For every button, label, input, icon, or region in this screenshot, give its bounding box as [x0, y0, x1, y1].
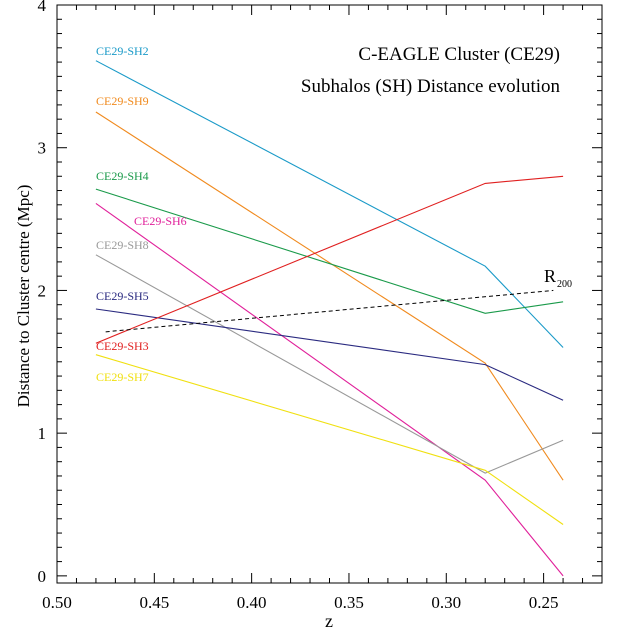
r200-label: R200: [544, 266, 572, 290]
series-line-ce29-sh5: [95, 308, 564, 401]
axis-tick-labels: 0.50 0.45 0.40 0.35 0.30 0.25 0 1 2 3 4: [38, 0, 559, 612]
series-label-ce29-sh6: CE29-SH6: [134, 214, 187, 228]
series-lines: [95, 60, 564, 577]
series-label-ce29-sh5: CE29-SH5: [96, 289, 149, 303]
y-tick-label: 2: [38, 281, 47, 300]
x-tick-label: 0.35: [334, 593, 364, 612]
series-line-ce29-sh4: [95, 188, 564, 314]
r200-dashed-line: [105, 289, 554, 333]
series-label-ce29-sh2: CE29-SH2: [96, 44, 149, 58]
r200-label-sub: 200: [557, 279, 572, 290]
series-line-ce29-sh6: [95, 202, 564, 577]
chart-subtitle: Subhalos (SH) Distance evolution: [301, 76, 561, 97]
x-tick-label: 0.50: [42, 593, 72, 612]
x-tick-label: 0.30: [431, 593, 461, 612]
series-label-ce29-sh9: CE29-SH9: [96, 94, 149, 108]
series-labels: CE29-SH2 CE29-SH9 CE29-SH4 CE29-SH6 CE29-SH8…: [96, 44, 187, 384]
series-line-ce29-sh2: [95, 60, 564, 348]
x-tick-label: 0.25: [529, 593, 559, 612]
axis-ticks: [56, 4, 603, 583]
r200-label-main: R: [544, 266, 556, 286]
y-tick-label: 4: [38, 0, 47, 15]
x-tick-label: 0.40: [237, 593, 267, 612]
chart-title: C-EAGLE Cluster (CE29): [358, 44, 560, 65]
series-line-ce29-sh8: [95, 254, 564, 474]
series-label-ce29-sh4: CE29-SH4: [96, 169, 149, 183]
series-line-ce29-sh9: [95, 111, 564, 481]
y-axis-label: Distance to Cluster centre (Mpc): [14, 185, 33, 408]
x-tick-label: 0.45: [139, 593, 169, 612]
series-label-ce29-sh8: CE29-SH8: [96, 238, 149, 252]
y-tick-label: 1: [38, 424, 47, 443]
series-line-ce29-sh7: [95, 354, 564, 525]
series-line-ce29-sh3: [95, 175, 564, 344]
series-label-ce29-sh7: CE29-SH7: [96, 370, 149, 384]
y-tick-label: 3: [38, 139, 47, 158]
x-axis-label: z: [325, 611, 333, 631]
y-tick-label: 0: [38, 567, 47, 586]
series-label-ce29-sh3: CE29-SH3: [96, 339, 149, 353]
